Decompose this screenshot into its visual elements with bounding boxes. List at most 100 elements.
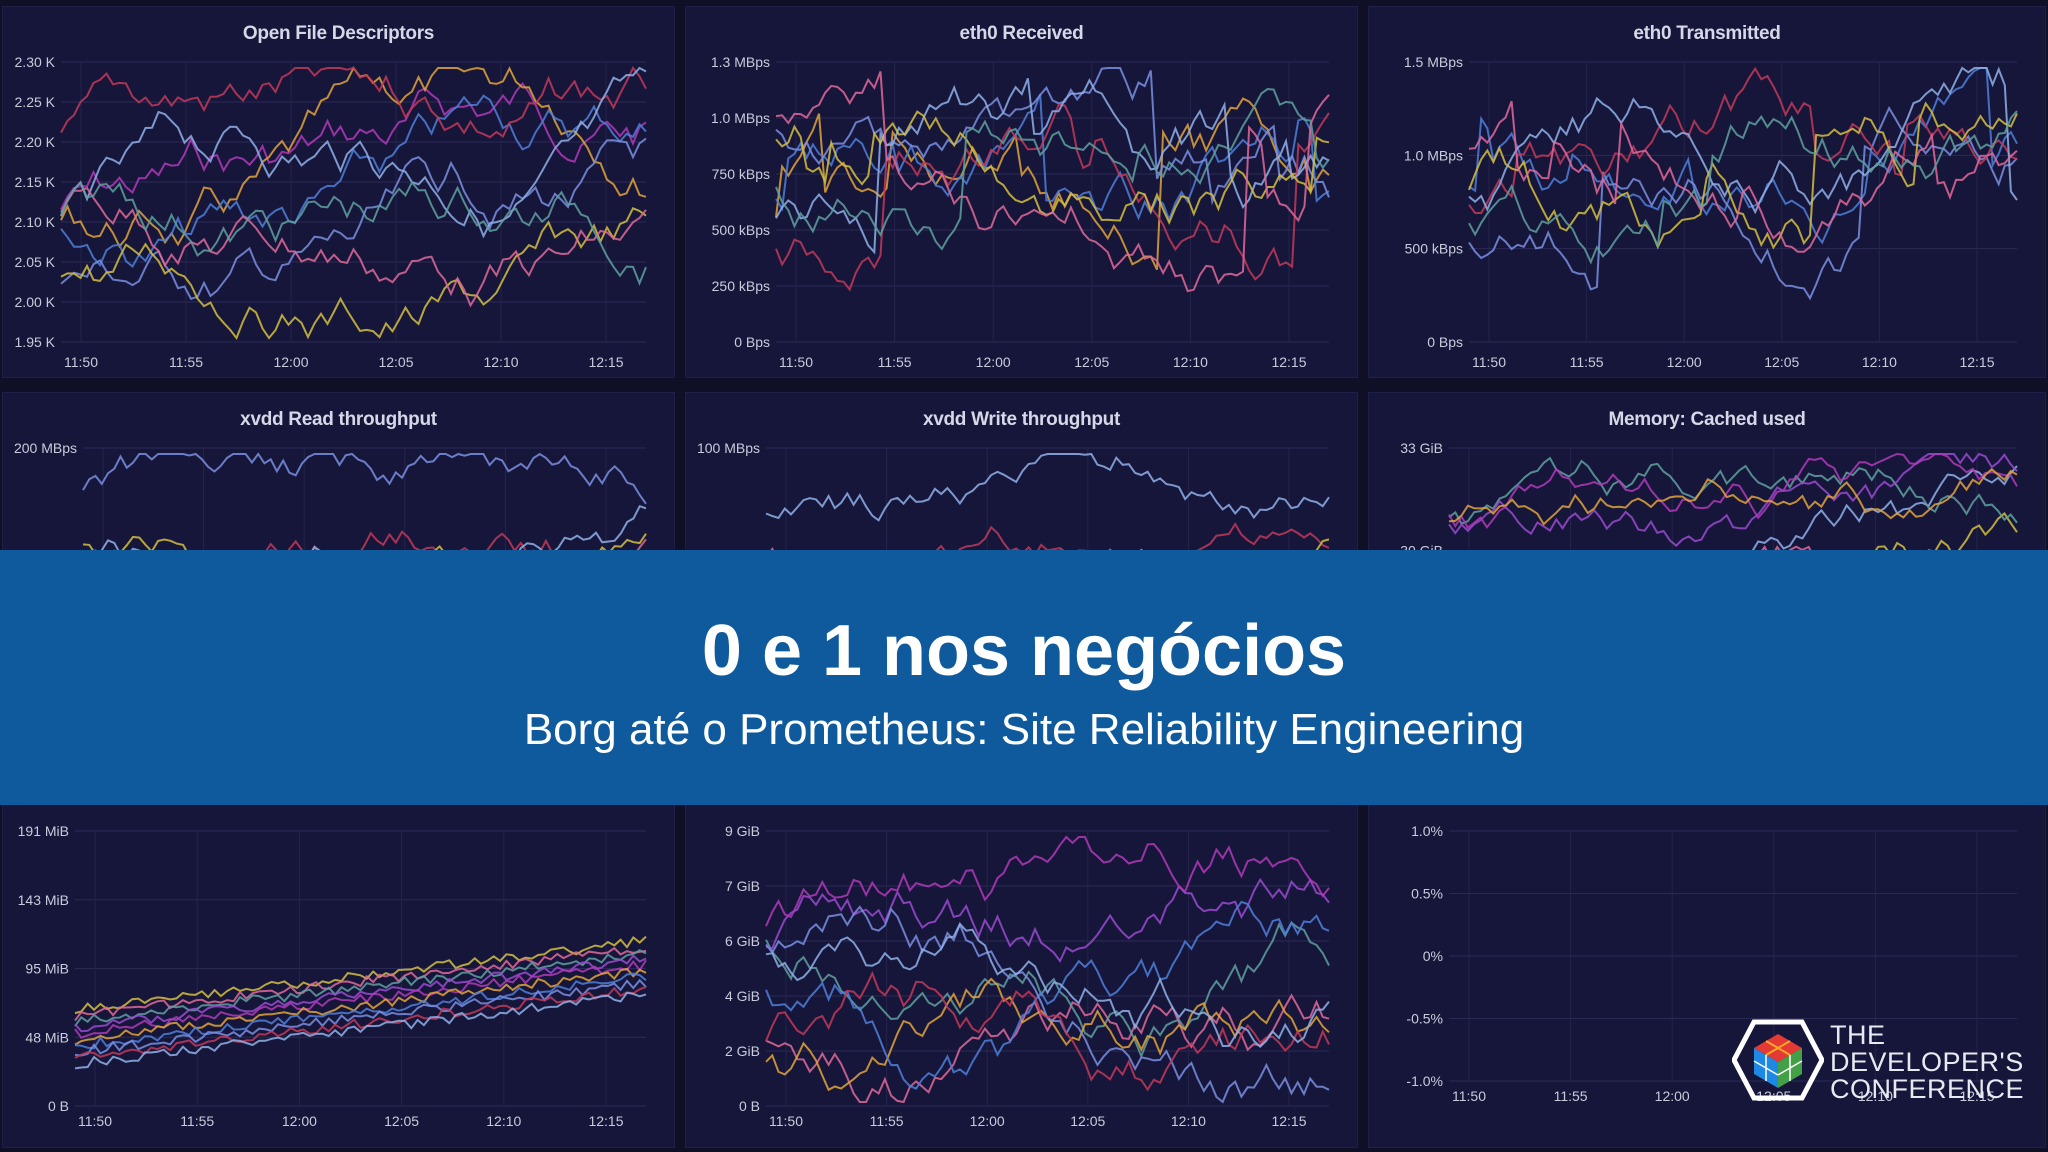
y-tick-label: 0 B bbox=[48, 1098, 69, 1114]
y-tick-label: 2.00 K bbox=[15, 294, 56, 310]
x-tick-label: 11:50 bbox=[64, 354, 98, 370]
x-tick-label: 12:10 bbox=[1171, 1113, 1206, 1129]
x-tick-label: 11:50 bbox=[779, 354, 813, 370]
x-tick-label: 12:10 bbox=[486, 1113, 521, 1129]
x-tick-label: 12:00 bbox=[976, 354, 1011, 370]
y-tick-label: 2.05 K bbox=[15, 254, 56, 270]
x-tick-label: 12:15 bbox=[1271, 1113, 1306, 1129]
y-tick-label: 200 MBps bbox=[14, 440, 77, 456]
logo-text: THE DEVELOPER'S CONFERENCE bbox=[1830, 1022, 2024, 1103]
x-tick-label: 12:10 bbox=[1862, 354, 1897, 370]
y-tick-label: 2.20 K bbox=[15, 134, 56, 150]
panel-title: xvdd Write throughput bbox=[922, 409, 1121, 430]
series-line bbox=[74, 949, 647, 1027]
series-line bbox=[82, 452, 647, 505]
panel-eth0-transmitted: eth0 Transmitted 1.5 MBps 1.0 MBps 500 kBp… bbox=[1368, 6, 2046, 378]
y-tick-label: 6 GiB bbox=[725, 933, 760, 949]
x-tick-label: 12:05 bbox=[1764, 354, 1799, 370]
series-line bbox=[775, 97, 1330, 271]
y-tick-label: 0 Bps bbox=[734, 334, 770, 350]
series-line bbox=[1468, 100, 2018, 253]
series-line bbox=[60, 66, 647, 239]
panel-memory-buffers-used: 191 MiB 143 MiB 95 MiB 48 MiB 0 B 11:50 11:55 1… bbox=[2, 780, 675, 1148]
y-tick-label: 2.30 K bbox=[15, 54, 56, 70]
y-tick-label: 0 B bbox=[739, 1098, 760, 1114]
series-line bbox=[74, 967, 647, 1046]
y-tick-label: 500 kBps bbox=[712, 222, 770, 238]
x-tick-label: 11:50 bbox=[1452, 1088, 1486, 1104]
x-tick-label: 11:50 bbox=[78, 1113, 112, 1129]
y-tick-label: 2.10 K bbox=[15, 214, 56, 230]
x-tick-label: 11:55 bbox=[1570, 354, 1604, 370]
series-line bbox=[60, 207, 647, 341]
title-banner: 0 e 1 nos negócios Borg até o Prometheus… bbox=[0, 550, 2048, 805]
x-tick-label: 12:05 bbox=[384, 1113, 419, 1129]
y-tick-label: 1.5 MBps bbox=[1404, 54, 1463, 70]
y-tick-label: 33 GiB bbox=[1400, 440, 1443, 456]
panel-open-file-descriptors: Open File Descriptors 2.30 K 2.25 K 2.20 K… bbox=[2, 6, 675, 378]
series-line bbox=[74, 978, 647, 1057]
conference-logo: THE DEVELOPER'S CONFERENCE bbox=[1731, 1018, 2032, 1118]
series-line bbox=[765, 970, 1330, 1092]
x-tick-label: 11:55 bbox=[870, 1113, 904, 1129]
x-tick-label: 11:55 bbox=[169, 354, 203, 370]
x-tick-label: 12:10 bbox=[483, 354, 518, 370]
y-tick-label: 1.0% bbox=[1411, 823, 1443, 839]
x-tick-label: 12:15 bbox=[1959, 1088, 1994, 1104]
y-tick-label: 1.0 MBps bbox=[1404, 147, 1463, 163]
y-tick-label: 191 MiB bbox=[18, 823, 69, 839]
series-line bbox=[765, 877, 1330, 964]
series-line bbox=[775, 87, 1330, 251]
x-tick-label: 11:50 bbox=[769, 1113, 803, 1129]
x-tick-label: 12:05 bbox=[1074, 354, 1109, 370]
x-tick-label: 11:55 bbox=[180, 1113, 214, 1129]
x-tick-label: 12:00 bbox=[1655, 1088, 1690, 1104]
y-tick-label: 2.15 K bbox=[15, 174, 56, 190]
panel-memory-free: 9 GiB 7 GiB 6 GiB 4 GiB 2 GiB 0 B 11:50 11:55 12… bbox=[685, 780, 1358, 1148]
series-line bbox=[1448, 456, 2018, 525]
y-tick-label: 0% bbox=[1423, 948, 1443, 964]
x-tick-label: 12:10 bbox=[1173, 354, 1208, 370]
chart-plot: 1.0%0.5%0%-0.5%-1.0%11:50 11:55 12:00 12:05… bbox=[1406, 823, 2017, 1104]
y-tick-label: 1.0 MBps bbox=[711, 110, 770, 126]
chart-plot: 1.3 MBps 1.0 MBps 750 kBps 500 kBps 250 kBps… bbox=[711, 54, 1330, 370]
y-tick-label: 2.25 K bbox=[15, 94, 56, 110]
panel-title: Open File Descriptors bbox=[242, 23, 435, 44]
series-line bbox=[74, 935, 647, 1015]
y-tick-label: 1.3 MBps bbox=[711, 54, 770, 70]
banner-title: 0 e 1 nos negócios bbox=[701, 611, 1347, 691]
panel-cache-hit-ratio: 1.0% 0.5% 0% -0.5% -1.0% 11:50 11:55 12:00 12:05… bbox=[1368, 780, 2046, 1148]
cube-logo-icon bbox=[1731, 1019, 1825, 1101]
x-tick-label: 12:15 bbox=[1959, 354, 1994, 370]
x-tick-label: 12:00 bbox=[282, 1113, 317, 1129]
chart-plot: 9 GiB 7 GiB 6 GiB 4 GiB 2 GiB 0 B 11:50 11:55 12… bbox=[725, 823, 1330, 1129]
panel-title: Memory: Cached used bbox=[1608, 409, 1806, 430]
series-line bbox=[74, 985, 647, 1059]
series-line bbox=[60, 81, 647, 211]
x-tick-label: 12:05 bbox=[378, 354, 413, 370]
banner-subtitle: Borg até o Prometheus: Site Reliability … bbox=[523, 705, 1525, 754]
series-line bbox=[1468, 101, 2018, 250]
x-tick-label: 12:00 bbox=[970, 1113, 1005, 1129]
x-tick-label: 12:15 bbox=[588, 1113, 623, 1129]
x-tick-label: 12:15 bbox=[588, 354, 623, 370]
y-tick-label: 0 Bps bbox=[1427, 334, 1463, 350]
series-line bbox=[765, 922, 1330, 1048]
y-tick-label: 9 GiB bbox=[725, 823, 760, 839]
x-tick-label: 12:15 bbox=[1271, 354, 1306, 370]
y-tick-label: 48 MiB bbox=[25, 1029, 69, 1045]
y-tick-label: 95 MiB bbox=[25, 961, 69, 977]
x-tick-label: 12:10 bbox=[1858, 1088, 1893, 1104]
y-tick-label: 500 kBps bbox=[1405, 241, 1463, 257]
y-tick-label: 1.95 K bbox=[15, 334, 56, 350]
series-line bbox=[765, 452, 1330, 522]
y-tick-label: 2 GiB bbox=[725, 1043, 760, 1059]
series-line bbox=[775, 71, 1330, 293]
y-tick-label: 7 GiB bbox=[725, 878, 760, 894]
series-line bbox=[60, 66, 647, 139]
series-line bbox=[1448, 452, 2018, 530]
series-line bbox=[60, 186, 647, 308]
series-line bbox=[765, 993, 1330, 1104]
x-tick-label: 11:55 bbox=[1554, 1088, 1588, 1104]
series-line bbox=[60, 180, 647, 286]
